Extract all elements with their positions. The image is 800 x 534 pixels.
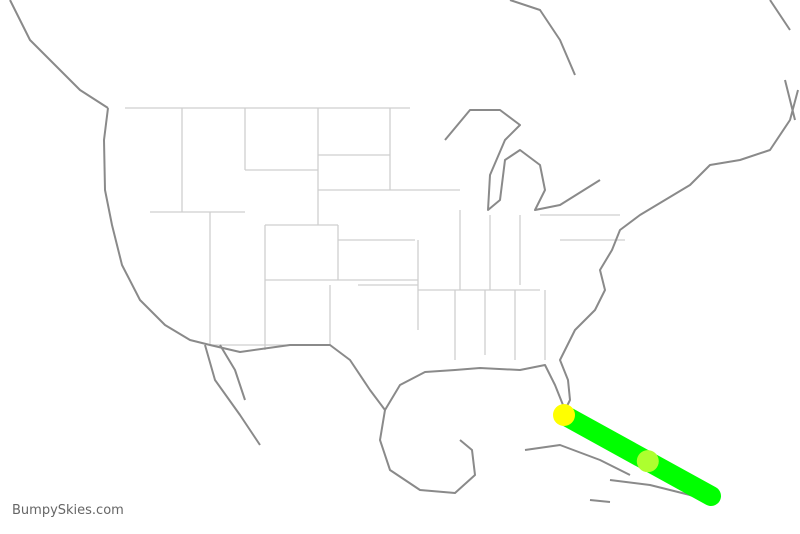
flight-route-line [554, 405, 721, 506]
watermark: BumpySkies.com [12, 503, 124, 518]
origin-airport-marker[interactable] [553, 404, 575, 426]
coastline [9, 0, 799, 503]
state-borders [125, 107, 625, 360]
current-position-marker[interactable] [636, 450, 659, 473]
